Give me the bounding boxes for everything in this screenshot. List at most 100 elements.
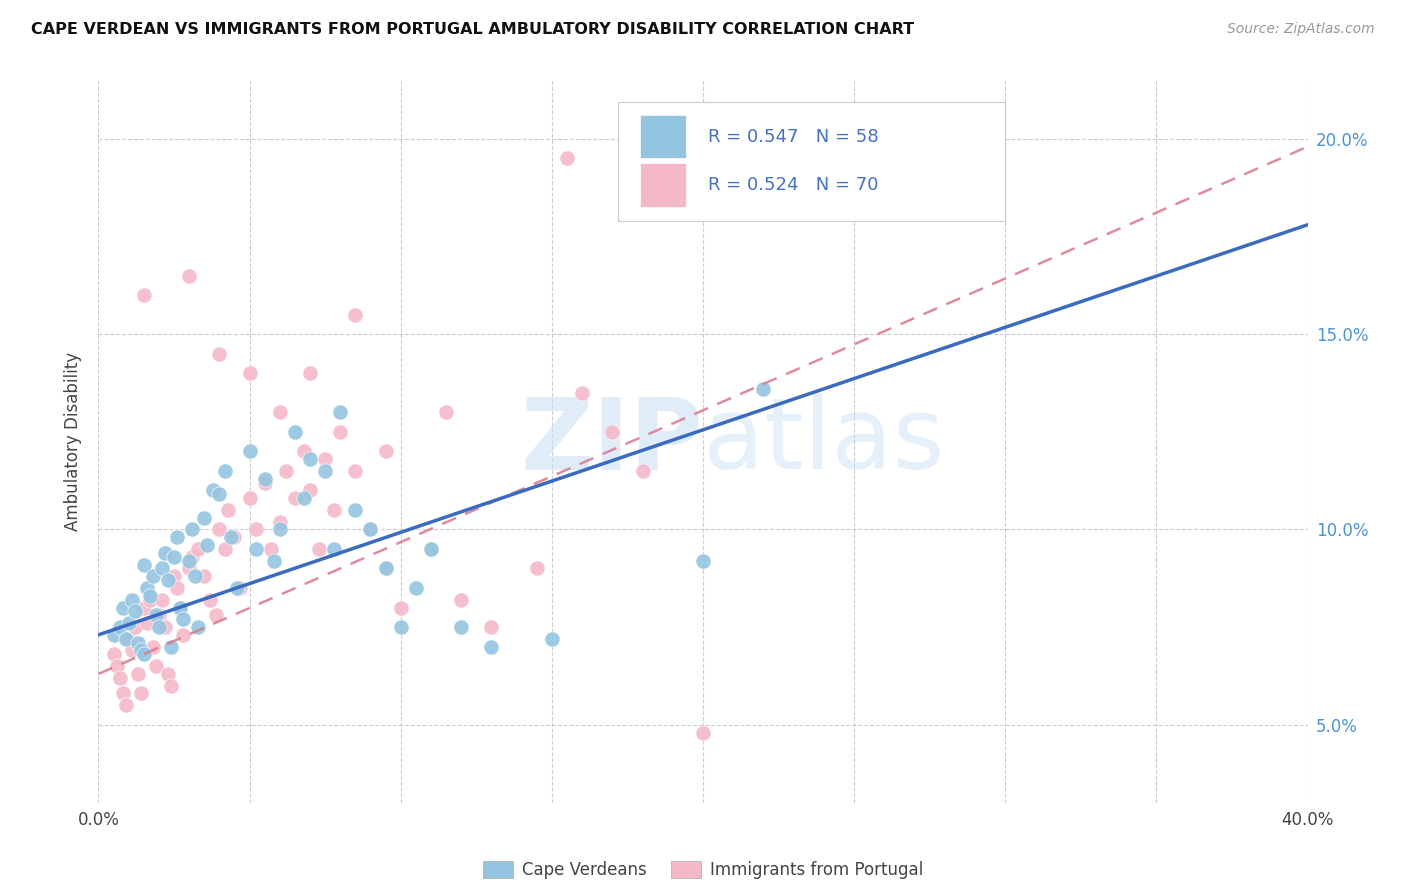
Point	[208, 346, 231, 360]
Point	[405, 581, 427, 595]
Point	[193, 510, 215, 524]
Text: ZIP: ZIP	[520, 393, 703, 490]
Point	[139, 589, 162, 603]
Point	[284, 425, 307, 439]
Point	[450, 592, 472, 607]
Point	[374, 561, 396, 575]
Text: atlas: atlas	[703, 393, 945, 490]
Point	[314, 464, 336, 478]
Point	[193, 569, 215, 583]
Point	[142, 569, 165, 583]
Point	[344, 503, 367, 517]
Point	[166, 581, 188, 595]
Point	[118, 616, 141, 631]
Point	[187, 541, 209, 556]
Point	[245, 541, 267, 556]
Point	[239, 444, 262, 458]
Point	[239, 366, 262, 380]
Point	[269, 405, 291, 419]
Point	[481, 620, 503, 634]
Point	[214, 464, 236, 478]
Point	[156, 667, 179, 681]
Point	[205, 608, 228, 623]
Point	[299, 452, 322, 467]
Point	[172, 628, 194, 642]
Text: CAPE VERDEAN VS IMMIGRANTS FROM PORTUGAL AMBULATORY DISABILITY CORRELATION CHART: CAPE VERDEAN VS IMMIGRANTS FROM PORTUGAL…	[31, 22, 914, 37]
Point	[284, 491, 307, 505]
Point	[111, 686, 134, 700]
Point	[179, 268, 201, 283]
Point	[139, 592, 162, 607]
FancyBboxPatch shape	[640, 163, 686, 207]
Point	[153, 546, 176, 560]
Point	[329, 425, 352, 439]
Point	[145, 659, 167, 673]
Point	[274, 464, 297, 478]
Point	[163, 569, 186, 583]
Point	[360, 523, 382, 537]
Point	[195, 538, 218, 552]
Point	[166, 530, 188, 544]
Point	[121, 592, 143, 607]
Point	[111, 600, 134, 615]
Legend: Cape Verdeans, Immigrants from Portugal: Cape Verdeans, Immigrants from Portugal	[477, 855, 929, 886]
Y-axis label: Ambulatory Disability: Ambulatory Disability	[65, 352, 83, 531]
Point	[145, 608, 167, 623]
Point	[160, 679, 183, 693]
Point	[214, 541, 236, 556]
Point	[269, 515, 291, 529]
Point	[692, 725, 714, 739]
Point	[118, 632, 141, 646]
Point	[179, 554, 201, 568]
Point	[169, 600, 191, 615]
Point	[224, 530, 246, 544]
FancyBboxPatch shape	[640, 115, 686, 158]
Text: R = 0.524   N = 70: R = 0.524 N = 70	[707, 176, 879, 194]
Point	[150, 592, 173, 607]
Point	[239, 491, 262, 505]
Text: Source: ZipAtlas.com: Source: ZipAtlas.com	[1227, 22, 1375, 37]
Point	[160, 640, 183, 654]
Point	[108, 620, 131, 634]
Point	[135, 581, 157, 595]
Point	[434, 405, 457, 419]
Point	[108, 671, 131, 685]
Point	[163, 549, 186, 564]
Point	[269, 523, 291, 537]
Point	[323, 503, 346, 517]
Point	[135, 616, 157, 631]
Point	[374, 561, 396, 575]
Point	[323, 541, 346, 556]
Point	[124, 620, 146, 634]
Point	[184, 569, 207, 583]
Point	[253, 472, 276, 486]
Point	[299, 366, 322, 380]
Point	[752, 382, 775, 396]
Point	[121, 643, 143, 657]
Point	[229, 581, 252, 595]
Point	[217, 503, 239, 517]
Point	[360, 523, 382, 537]
Point	[934, 190, 956, 204]
Point	[374, 444, 396, 458]
Point	[602, 425, 624, 439]
Point	[142, 640, 165, 654]
Point	[208, 523, 231, 537]
Point	[127, 667, 149, 681]
Point	[344, 464, 367, 478]
Point	[260, 541, 283, 556]
Point	[124, 604, 146, 618]
Point	[308, 541, 330, 556]
Point	[132, 558, 155, 572]
Point	[450, 620, 472, 634]
Point	[253, 475, 276, 490]
Point	[153, 620, 176, 634]
Point	[221, 530, 243, 544]
Point	[150, 561, 173, 575]
Point	[420, 541, 443, 556]
Point	[156, 573, 179, 587]
Point	[292, 491, 315, 505]
Point	[571, 385, 593, 400]
Point	[127, 635, 149, 649]
Point	[299, 483, 322, 498]
